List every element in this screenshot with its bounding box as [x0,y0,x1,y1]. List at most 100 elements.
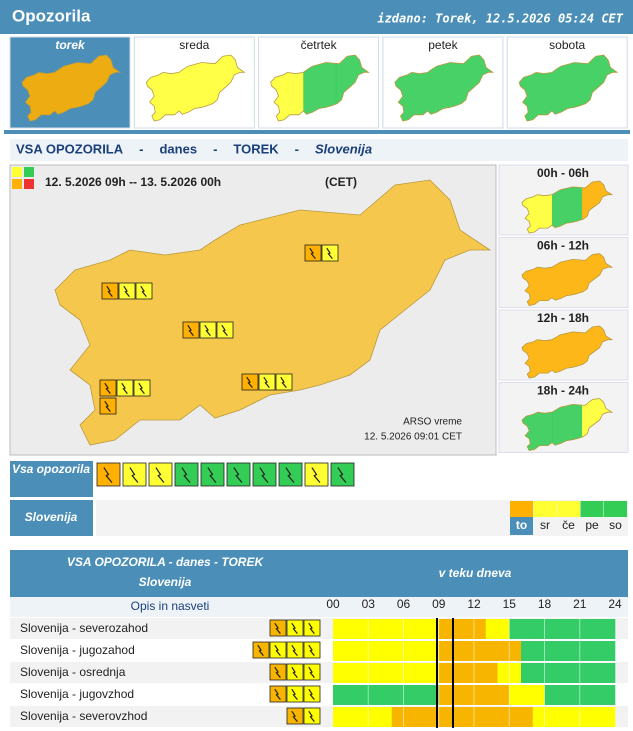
level-cell [544,619,557,639]
icon-glyph [308,666,315,678]
legend-label[interactable]: to [516,518,527,532]
legend-label[interactable]: so [609,518,622,532]
filter-all[interactable]: Vsa opozorila [12,462,90,476]
map-outline [521,325,614,379]
period-label[interactable]: 00h - 06h [537,166,589,180]
panel-head [10,139,628,161]
level-cell [368,641,381,661]
filter-cell[interactable] [10,461,93,497]
legend-selected [510,517,533,535]
period-label[interactable]: 12h - 18h [537,311,589,325]
icon-glyph [274,622,281,634]
level-cell [474,641,487,661]
legend-label[interactable]: pe [585,518,599,532]
level-cell [403,707,416,727]
level-cell [415,685,428,705]
day-label[interactable]: torek [55,38,86,52]
level-cell [591,619,604,639]
period-label[interactable]: 06h - 12h [537,239,589,253]
map-outline [270,54,370,122]
region-name[interactable]: Slovenija - jugozahod [20,643,135,657]
table-title: VSA OPOZORILA - danes - TOREK [67,555,265,569]
day-label[interactable]: sreda [179,38,209,52]
level-cell [438,619,451,639]
map-outline [521,253,614,306]
day-label[interactable]: sobota [549,38,585,52]
legend-label[interactable]: če [562,518,575,532]
region-name[interactable]: Slovenija - severozahod [20,621,148,635]
region-name[interactable]: Slovenija - jugovzhod [20,687,134,701]
icon-glyph [291,622,298,634]
level-cell [333,619,346,639]
icon-glyph [291,644,298,656]
level-cell [356,707,369,727]
level-cell [415,619,428,639]
period-label[interactable]: 18h - 24h [537,384,589,398]
level-cell [485,641,498,661]
level-cell [391,707,404,727]
hour-label: 03 [362,597,376,611]
level-cell [391,641,404,661]
level-cell [438,707,451,727]
level-cell [344,619,357,639]
level-cell [579,685,592,705]
divider [4,130,630,134]
level-cell [356,619,369,639]
level-cell [544,641,557,661]
icon-glyph [285,467,295,483]
level-cell [532,707,545,727]
icon-glyph [274,666,281,678]
legend-swatch [510,501,533,517]
day-label[interactable]: petek [428,38,458,52]
desc-header: Opis in nasveti [131,599,210,613]
level-cell [568,685,581,705]
icon-glyph [308,688,315,700]
hour-label: 15 [503,597,517,611]
legend-swatch [533,501,557,517]
legend-swatch [557,501,580,517]
level-cell [403,619,416,639]
icon-glyph [207,467,217,483]
map-outline [394,54,495,122]
level-cell [462,641,475,661]
hour-label: 24 [608,597,622,611]
icon-glyph [263,376,270,388]
icon-glyph [129,467,139,483]
region-name[interactable]: Slovenija - severovzhod [20,709,147,723]
icon-glyph [103,467,113,483]
level-key [12,167,22,177]
level-cell [356,641,369,661]
hour-label: 09 [432,597,446,611]
level-cell [333,641,346,661]
level-cell [497,707,510,727]
icon-glyph [121,382,128,394]
filter-region[interactable]: Slovenija [25,510,78,524]
level-cell [462,707,475,727]
level-cell [556,707,569,727]
icon-glyph [274,688,281,700]
region-name[interactable]: Slovenija - osrednja [20,665,126,679]
level-cell [380,707,393,727]
hour-label: 18 [538,597,552,611]
level-cell [391,685,404,705]
level-cell [497,663,510,683]
legend-label[interactable]: sr [540,518,550,532]
level-cell [603,619,616,639]
level-cell [462,685,475,705]
level-cell [509,619,522,639]
level-cell [556,641,569,661]
level-key [24,179,34,189]
level-cell [344,707,357,727]
level-cell [474,707,487,727]
level-cell [333,685,346,705]
level-cell [474,685,487,705]
region-cell[interactable] [10,500,93,536]
level-cell [579,663,592,683]
level-cell [521,707,534,727]
level-cell [368,619,381,639]
map-outline [521,180,614,234]
day-label[interactable]: četrtek [301,38,338,52]
icon-glyph [140,285,147,297]
level-cell [603,707,616,727]
